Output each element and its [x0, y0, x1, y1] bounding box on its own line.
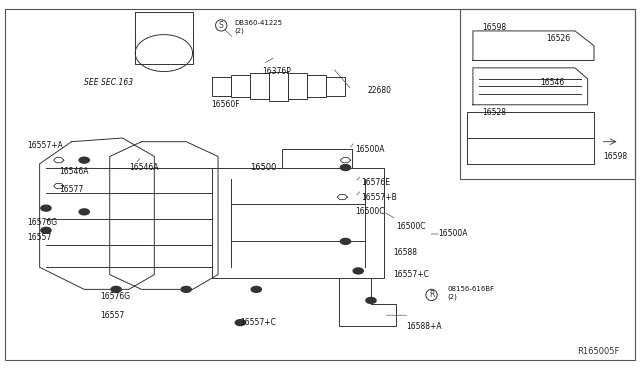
Text: 16557+B: 16557+B — [362, 193, 397, 202]
Text: R: R — [429, 291, 434, 299]
Text: 16500A: 16500A — [438, 230, 467, 238]
Text: 16588+A: 16588+A — [406, 322, 442, 331]
Text: 16500C: 16500C — [355, 207, 385, 217]
Text: 16576G: 16576G — [27, 218, 57, 227]
Text: R165005F: R165005F — [577, 347, 620, 356]
Bar — [460, 9, 636, 179]
Circle shape — [340, 238, 351, 244]
Text: 16557: 16557 — [27, 233, 51, 242]
Text: SEE SEC.163: SEE SEC.163 — [84, 78, 133, 87]
Text: 16546A: 16546A — [59, 167, 88, 176]
Text: 16560F: 16560F — [212, 100, 240, 109]
Circle shape — [340, 164, 351, 170]
Text: 16526: 16526 — [546, 34, 570, 43]
Text: 16557+A: 16557+A — [27, 141, 63, 150]
Circle shape — [79, 157, 90, 163]
Bar — [212, 77, 231, 96]
Bar — [307, 75, 326, 97]
Circle shape — [111, 286, 121, 292]
Bar — [269, 71, 288, 101]
Text: 16557: 16557 — [100, 311, 124, 320]
Bar — [288, 73, 307, 99]
Circle shape — [41, 205, 51, 211]
Text: DB360-41225
(2): DB360-41225 (2) — [234, 20, 282, 34]
Circle shape — [366, 298, 376, 304]
Text: 16528: 16528 — [483, 108, 506, 117]
Text: 16576E: 16576E — [362, 178, 390, 187]
Circle shape — [181, 286, 191, 292]
Text: 16546A: 16546A — [129, 163, 158, 172]
Circle shape — [251, 286, 261, 292]
Text: 08156-616BF
(2): 08156-616BF (2) — [447, 286, 495, 300]
Text: S: S — [219, 21, 223, 30]
Text: 16546: 16546 — [540, 78, 564, 87]
Text: 16557+C: 16557+C — [241, 318, 276, 327]
Text: 16557+C: 16557+C — [394, 270, 429, 279]
Text: 22680: 22680 — [368, 86, 392, 94]
Text: 16598: 16598 — [483, 23, 507, 32]
Circle shape — [79, 209, 90, 215]
Text: 16576G: 16576G — [100, 292, 131, 301]
Bar — [326, 77, 346, 96]
Text: 16598: 16598 — [604, 152, 628, 161]
Text: 16376P: 16376P — [262, 67, 292, 76]
Bar — [250, 73, 269, 99]
Text: 16577: 16577 — [59, 185, 83, 194]
Text: 16500C: 16500C — [396, 222, 426, 231]
Bar — [231, 75, 250, 97]
Text: 16500A: 16500A — [355, 145, 385, 154]
Circle shape — [353, 268, 364, 274]
Circle shape — [236, 320, 246, 326]
Text: 16500: 16500 — [250, 163, 276, 172]
Text: 16588: 16588 — [394, 248, 417, 257]
Circle shape — [41, 227, 51, 233]
